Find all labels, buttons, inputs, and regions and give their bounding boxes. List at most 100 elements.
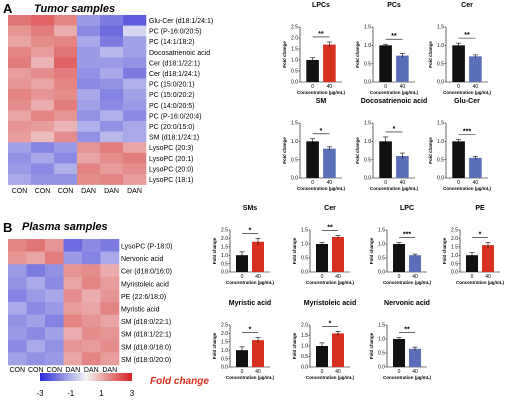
b-heatmap-cell	[63, 339, 83, 353]
legend-tick-label: -1	[67, 389, 75, 398]
panel-b-letter: B	[3, 220, 12, 235]
a-heatmap-cell	[100, 110, 124, 122]
b-y-tick-label: 1.0	[451, 253, 458, 259]
a-heatmap-cell	[8, 25, 32, 37]
heatmap-a: Glu-Cer (d18:1/24:1) PC (P-16:0/20:5) PC (…	[8, 15, 213, 195]
b-significance-label: **	[327, 225, 333, 232]
a-heatmap-cell	[77, 36, 101, 48]
b-y-tick-label: 0.0	[221, 365, 228, 371]
a-heatmap-cell	[31, 46, 55, 58]
a-heatmap-cell	[77, 78, 101, 90]
a-heatmap-cell	[77, 174, 101, 185]
b-y-tick-label: 0.5	[301, 256, 308, 262]
b-heatmap-cell	[45, 289, 64, 303]
b-treatment-bar	[409, 255, 421, 272]
b-row-label: PE (22:6/18:0)	[121, 294, 166, 301]
a-row-label: SM (d18:1/24:1)	[149, 135, 199, 142]
a-x-tick-label: 0	[384, 180, 387, 186]
a-heatmap-cell	[54, 78, 78, 90]
a-column-label: DAN	[127, 188, 142, 195]
a-row-label: Glu-Cer (d18:1/24:1)	[149, 18, 213, 25]
a-heatmap-cell	[77, 68, 101, 79]
b-heatmap-cell	[26, 302, 46, 315]
legend-title: Fold change	[150, 376, 209, 387]
a-treatment-bar	[396, 156, 409, 178]
b-heatmap-cell	[45, 276, 64, 290]
b-y-tick-label: 2.5	[221, 228, 228, 234]
a-heatmap-cell	[123, 78, 147, 90]
a-heatmap-cell	[77, 46, 101, 58]
a-heatmap-cell	[77, 142, 101, 154]
b-heatmap-cell	[63, 327, 83, 341]
a-x-tick-label: 40	[400, 180, 406, 186]
a-y-tick-label: 2.0	[291, 36, 298, 42]
a-heatmap-cell	[31, 78, 55, 90]
a-heatmap-cell	[100, 152, 124, 164]
a-treatment-bar	[323, 44, 336, 82]
a-x-tick-label: 0	[457, 180, 460, 186]
a-y-tick-label: 1.0	[291, 139, 298, 145]
a-y-axis-label: Fold change	[282, 137, 287, 164]
a-y-axis-label: Fold change	[282, 41, 287, 68]
b-heatmap-cell	[8, 289, 27, 303]
a-bar-chart-title: Cer	[461, 2, 473, 9]
b-y-tick-label: 2.0	[221, 236, 228, 242]
a-heatmap-cell	[100, 68, 124, 79]
b-column-label: CON	[28, 367, 44, 374]
a-heatmap-cell	[8, 57, 32, 69]
a-heatmap-cell	[123, 46, 147, 58]
a-x-tick-label: 40	[400, 84, 406, 90]
b-heatmap-cell	[8, 276, 27, 290]
b-heatmap-cell	[26, 251, 46, 265]
b-y-tick-label: 1.5	[221, 245, 228, 251]
a-y-tick-label: 1.0	[364, 139, 371, 145]
a-heatmap-cell	[123, 57, 147, 69]
a-y-tick-label: 1.5	[437, 25, 444, 31]
a-row-label: LysoPC (18:1)	[149, 177, 193, 184]
b-control-bar	[393, 339, 405, 367]
b-heatmap-cell	[63, 352, 83, 366]
a-heatmap-cell	[123, 110, 147, 122]
b-heatmap-cell	[100, 339, 120, 353]
a-heatmap-cell	[31, 99, 55, 111]
a-y-tick-label: 1.5	[364, 121, 371, 127]
a-row-label: LysoPC (20:3)	[149, 145, 193, 152]
b-bar-chart: PE 0.0 0.5 1.0 1.5 2.0 2.5 Fold change 0 40Concen…	[442, 205, 505, 285]
b-heatmap-cell	[100, 314, 120, 328]
a-y-tick-label: 0.5	[291, 157, 298, 163]
b-bar-chart-title: PE	[475, 205, 485, 212]
b-y-tick-label: 0.0	[451, 270, 458, 276]
a-x-axis-label: Concentration (µg/mL)	[297, 90, 346, 95]
b-y-axis-label: Fold change	[292, 237, 297, 264]
b-heatmap-cell	[26, 239, 46, 252]
a-heatmap-cell	[31, 89, 55, 101]
a-column-label: DAN	[81, 188, 96, 195]
b-significance-label: *	[329, 320, 332, 327]
a-y-tick-label: 0.5	[437, 157, 444, 163]
b-y-tick-label: 0.5	[378, 351, 385, 357]
b-heatmap-cell	[45, 251, 64, 265]
b-heatmap-cell	[82, 314, 101, 328]
a-x-tick-label: 40	[473, 84, 479, 90]
b-y-tick-label: 1.0	[378, 242, 385, 248]
a-heatmap-cell	[77, 131, 101, 143]
b-heatmap-cell	[26, 352, 46, 366]
a-heatmap-cell	[123, 89, 147, 101]
b-bar-chart: SMs 0.0 0.5 1.0 1.5 2.0 2.5 Fold change 0 40Conce…	[212, 205, 275, 285]
b-heatmap-cell	[45, 264, 64, 278]
a-y-axis-label: Fold change	[428, 137, 433, 164]
b-x-tick-label: 0	[241, 369, 244, 375]
b-x-tick-label: 40	[335, 369, 341, 375]
a-heatmap-cell	[123, 174, 147, 185]
a-treatment-bar	[396, 55, 409, 82]
a-x-axis-label: Concentration (µg/mL)	[443, 186, 492, 191]
a-heatmap-cell	[100, 142, 124, 154]
b-y-tick-label: 2.5	[451, 228, 458, 234]
b-heatmap-cell	[45, 302, 64, 315]
b-heatmap-cell	[100, 289, 120, 303]
a-heatmap-cell	[123, 163, 147, 175]
a-heatmap-cell	[8, 36, 32, 48]
a-heatmap-cell	[31, 174, 55, 185]
b-heatmap-cell	[26, 327, 46, 341]
